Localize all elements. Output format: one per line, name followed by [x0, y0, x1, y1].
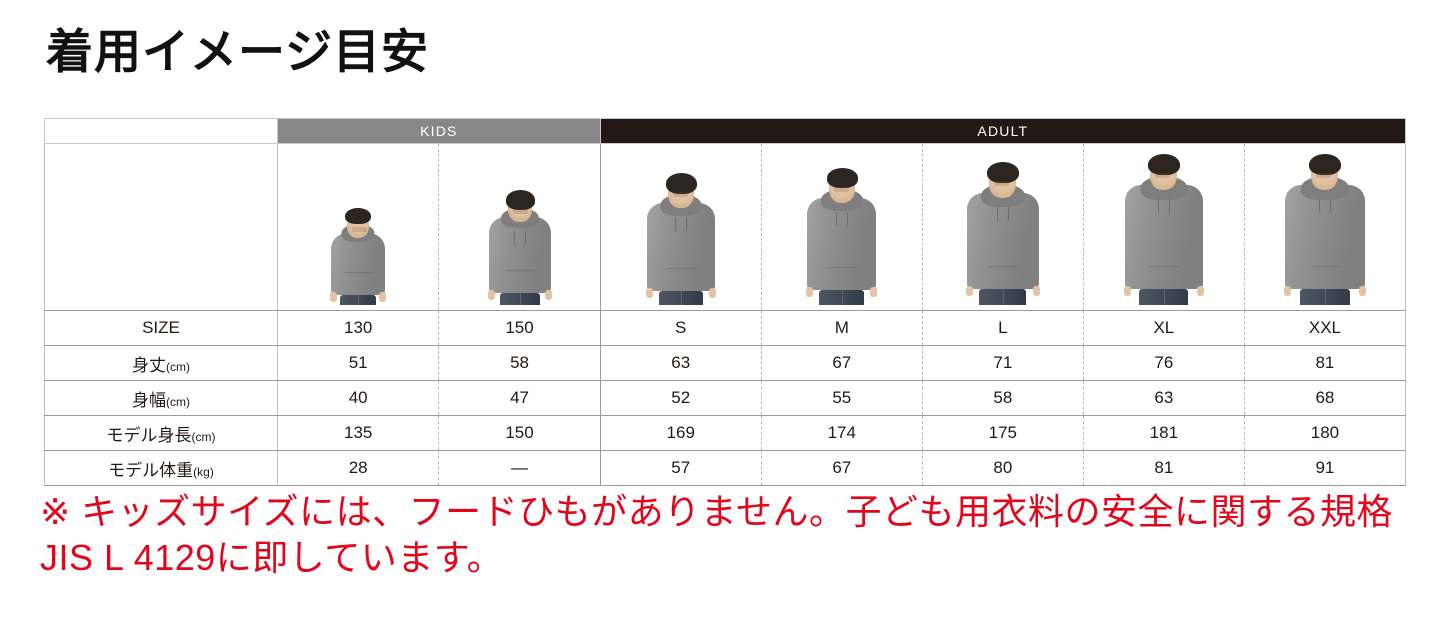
row-label-body-length: 身丈(cm) [44, 345, 278, 381]
cell-body-length-s: 63 [599, 345, 762, 381]
cell-model-weight-m: 67 [760, 450, 923, 486]
cell-model-weight-xl: 81 [1082, 450, 1245, 486]
cell-body-width-xl: 63 [1082, 380, 1245, 416]
cell-body-length-xxl: 81 [1243, 345, 1406, 381]
cell-model-height-130: 135 [276, 415, 440, 451]
jeans-shape [819, 290, 865, 305]
model-cell-l [921, 143, 1084, 311]
model-figure-xxl [1282, 154, 1368, 305]
cell-size-xl: XL [1082, 310, 1245, 346]
hoodie-shape [330, 224, 387, 302]
group-header-row: KIDS ADULT [44, 118, 1406, 144]
page-title: 着用イメージ目安 [46, 25, 430, 78]
cell-body-length-l: 71 [921, 345, 1084, 381]
cell-body-width-s: 52 [599, 380, 762, 416]
row-label-model-weight-unit: (kg) [193, 464, 214, 479]
jeans-shape [1139, 289, 1189, 305]
cell-body-width-150: 47 [438, 380, 601, 416]
cell-model-weight-l: 80 [921, 450, 1084, 486]
cell-size-xxl: XXL [1243, 310, 1406, 346]
model-cell-xl [1082, 143, 1245, 311]
model-image-row [44, 143, 1406, 311]
row-size: SIZE 130 150 S M L XL XXL [44, 310, 1406, 346]
cell-body-length-xl: 76 [1082, 345, 1245, 381]
cell-model-weight-150: — [438, 450, 601, 486]
cell-size-150: 150 [438, 310, 601, 346]
model-cell-s [599, 143, 762, 311]
model-figure-130 [315, 208, 401, 305]
model-cell-m [760, 143, 923, 311]
model-figure-xl [1121, 154, 1207, 305]
cell-size-s: S [599, 310, 762, 346]
face-shadow [352, 227, 368, 232]
cell-size-m: M [760, 310, 923, 346]
row-body-width: 身幅(cm) 40 47 52 55 58 63 68 [44, 380, 1406, 416]
jeans-shape [1299, 289, 1350, 305]
model-figure-s [638, 173, 724, 305]
hoodie-shape [645, 194, 716, 298]
cell-size-130: 130 [276, 310, 440, 346]
model-row-blank [44, 143, 278, 311]
jeans-shape [979, 289, 1027, 305]
model-figure-m [799, 168, 885, 305]
hoodie-shape [806, 189, 878, 297]
cell-model-weight-130: 28 [276, 450, 440, 486]
jeans-shape [658, 291, 703, 305]
cell-model-height-150: 150 [438, 415, 601, 451]
cell-model-height-xl: 181 [1082, 415, 1245, 451]
row-label-model-weight: モデル体重(kg) [44, 450, 278, 486]
footnote-note: ※ キッズサイズには、フードひもがありません。子ども用衣料の安全に関する規格JI… [40, 491, 1394, 579]
cell-size-l: L [921, 310, 1084, 346]
row-label-size: SIZE [44, 310, 278, 346]
cell-model-height-m: 174 [760, 415, 923, 451]
cell-body-width-m: 55 [760, 380, 923, 416]
hair-shape [345, 208, 372, 224]
hoodie-shape [965, 184, 1040, 296]
model-cell-150 [438, 143, 601, 311]
row-label-body-width-unit: (cm) [166, 394, 190, 409]
model-figure-l [960, 162, 1046, 305]
row-label-body-width: 身幅(cm) [44, 380, 278, 416]
row-label-body-length-text: 身丈 [132, 355, 166, 375]
hoodie-shape [487, 208, 552, 300]
hoodie-shape [1123, 176, 1204, 296]
group-header-blank [44, 118, 278, 144]
row-label-model-height-unit: (cm) [191, 429, 216, 444]
cell-model-weight-s: 57 [599, 450, 762, 486]
cell-body-width-130: 40 [276, 380, 440, 416]
cell-model-weight-xxl: 91 [1243, 450, 1406, 486]
cell-model-height-l: 175 [921, 415, 1084, 451]
row-label-body-width-text: 身幅 [132, 390, 166, 410]
cell-model-height-s: 169 [599, 415, 762, 451]
hoodie-shape [1283, 176, 1366, 296]
cell-model-height-xxl: 180 [1243, 415, 1406, 451]
row-label-model-height: モデル身長(cm) [44, 415, 278, 451]
cell-body-length-150: 58 [438, 345, 601, 381]
cell-body-length-m: 67 [760, 345, 923, 381]
row-label-model-weight-text: モデル体重 [108, 460, 194, 480]
cell-body-length-130: 51 [276, 345, 440, 381]
row-body-length: 身丈(cm) 51 58 63 67 71 76 81 [44, 345, 1406, 381]
model-cell-130 [276, 143, 440, 311]
row-label-model-height-text: モデル身長 [106, 425, 192, 445]
model-figure-150 [477, 190, 563, 305]
jeans-shape [340, 295, 377, 305]
row-model-height: モデル身長(cm) 135 150 169 174 175 181 180 [44, 415, 1406, 451]
jeans-shape [499, 293, 540, 305]
cell-body-width-xxl: 68 [1243, 380, 1406, 416]
row-model-weight: モデル体重(kg) 28 — 57 67 80 81 91 [44, 450, 1406, 486]
row-label-body-length-unit: (cm) [166, 359, 190, 374]
size-chart-table: KIDS ADULT [44, 118, 1406, 486]
group-header-adult: ADULT [599, 118, 1406, 144]
cell-body-width-l: 58 [921, 380, 1084, 416]
group-header-kids: KIDS [277, 118, 601, 144]
model-cell-xxl [1243, 143, 1406, 311]
